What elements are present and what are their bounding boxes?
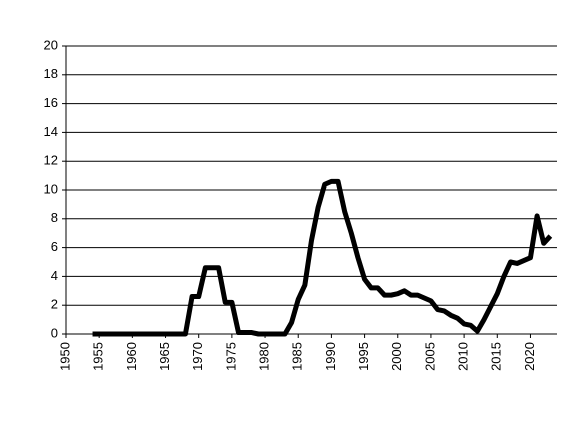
y-tick-label: 14 (44, 124, 58, 139)
y-tick-label: 10 (44, 181, 58, 196)
x-tick-label: 2005 (422, 342, 437, 371)
data-line (92, 178, 553, 337)
x-tick-label: 1955 (91, 342, 106, 371)
x-tick-label: 2010 (456, 342, 471, 371)
x-tick-label: 1965 (157, 342, 172, 371)
x-tick-label: 1960 (124, 342, 139, 371)
y-tick-label: 18 (44, 66, 58, 81)
x-tick-label: 1950 (57, 342, 72, 371)
y-tick-label: 20 (44, 37, 58, 52)
x-tick-label: 1980 (256, 342, 271, 371)
y-tick-label: 12 (44, 153, 58, 168)
y-tick-label: 4 (51, 268, 58, 283)
x-tick-label: 1975 (223, 342, 238, 371)
x-tick-label: 1995 (356, 342, 371, 371)
y-tick-label: 16 (44, 95, 58, 110)
x-tick-label: 1985 (290, 342, 305, 371)
y-tick-label: 6 (51, 239, 58, 254)
y-tick-label: 0 (51, 325, 58, 340)
x-tick-label: 1990 (323, 342, 338, 371)
x-tick-label: 1970 (190, 342, 205, 371)
x-tick-label: 2020 (522, 342, 537, 371)
x-tick-label: 2015 (489, 342, 504, 371)
x-tick-label: 2000 (389, 342, 404, 371)
y-tick-label: 2 (51, 297, 58, 312)
y-tick-label: 8 (51, 210, 58, 225)
